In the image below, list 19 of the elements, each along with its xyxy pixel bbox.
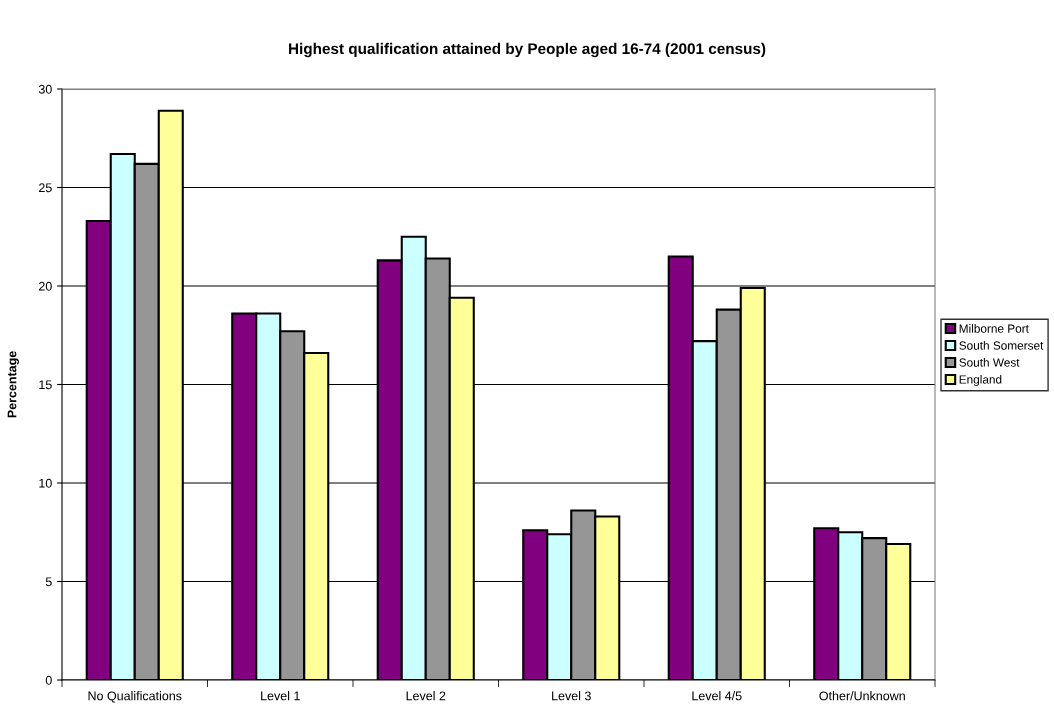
x-tick-label: Level 4/5	[692, 691, 742, 701]
y-tick-label: 25	[39, 183, 52, 193]
x-tick-label: Level 2	[406, 691, 446, 701]
x-tick-label: Level 3	[552, 691, 591, 701]
x-tick-label: No Qualifications	[88, 691, 182, 703]
legend-label: England	[959, 374, 1002, 386]
legend-label: Milborne Port	[959, 324, 1029, 333]
y-axis-title: Percentage	[7, 351, 19, 418]
y-tick-label: 5	[45, 577, 52, 587]
y-tick-label: 0	[45, 675, 52, 685]
y-tick-label: 30	[38, 84, 52, 94]
legend-label: South Somerset	[959, 341, 1044, 350]
x-tick-label: Other/Unknown	[819, 691, 905, 701]
x-tick-label: Level 1	[261, 691, 300, 701]
y-tick-label: 10	[39, 478, 52, 488]
y-tick-label: 20	[39, 281, 52, 291]
chart-title: Highest qualification attained by People aged 16-74 (2001 census)	[289, 42, 766, 58]
y-tick-label: 15	[39, 380, 52, 390]
legend-label: South West	[959, 358, 1020, 367]
